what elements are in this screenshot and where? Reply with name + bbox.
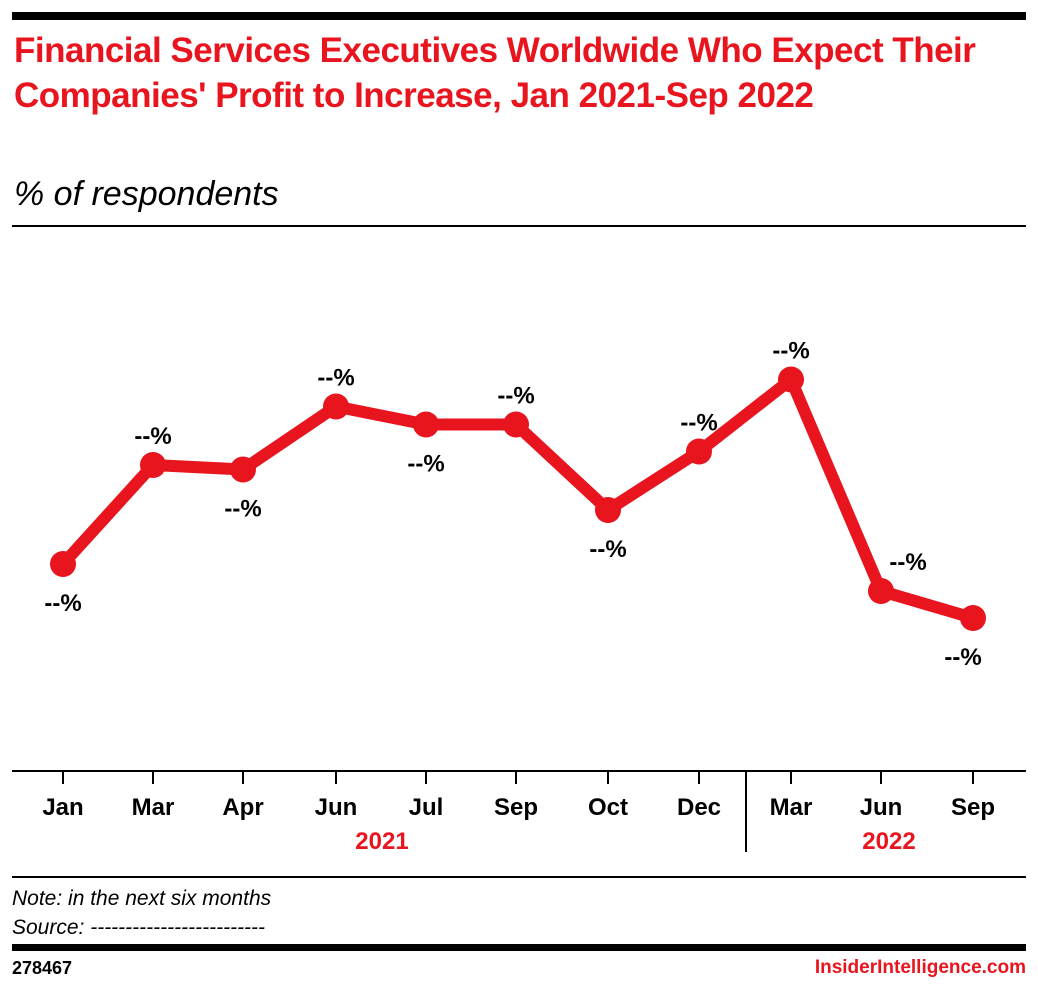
data-label: --% xyxy=(889,549,926,576)
data-label: --% xyxy=(317,365,354,392)
brand-link[interactable]: InsiderIntelligence.com xyxy=(814,957,1026,978)
data-label: --% xyxy=(497,383,534,410)
footer-divider xyxy=(12,876,1026,878)
x-tick-label: Jun xyxy=(860,794,903,821)
x-tick-label: Jul xyxy=(409,794,444,821)
data-point xyxy=(960,605,986,631)
note-text: Note: in the next six months xyxy=(12,887,272,910)
chart-id: 278467 xyxy=(12,958,73,978)
data-label: --% xyxy=(224,496,261,523)
x-tick-label: Sep xyxy=(951,794,995,821)
data-point xyxy=(230,456,256,483)
data-label: --% xyxy=(407,451,444,478)
x-tick-label: Oct xyxy=(588,794,628,821)
x-tick-label: Mar xyxy=(132,794,175,821)
data-label: --% xyxy=(589,536,626,563)
year-group-label: 2022 xyxy=(862,828,915,855)
data-point xyxy=(140,452,166,478)
data-point xyxy=(413,411,439,438)
year-group-label: 2021 xyxy=(355,828,408,855)
chart-subtitle: % of respondents xyxy=(14,175,279,213)
data-point xyxy=(323,393,349,420)
footer-bar xyxy=(12,944,1026,951)
data-point xyxy=(686,438,712,465)
x-tick-label: Apr xyxy=(222,794,263,821)
top-bar xyxy=(12,12,1026,20)
x-tick-label: Jun xyxy=(315,794,358,821)
x-tick-label: Mar xyxy=(770,794,813,821)
x-tick-label: Jan xyxy=(42,794,83,821)
x-tick-label: Sep xyxy=(494,794,538,821)
chart-title: Financial Services Executives Worldwide … xyxy=(14,31,976,115)
data-label: --% xyxy=(134,423,171,450)
data-point xyxy=(595,497,621,523)
data-label: --% xyxy=(44,590,81,617)
data-label: --% xyxy=(772,338,809,365)
data-label: --% xyxy=(944,644,981,671)
source-text: Source: ------------------------- xyxy=(12,916,266,939)
data-point xyxy=(503,411,529,438)
data-point xyxy=(778,366,804,393)
data-point xyxy=(868,578,894,604)
data-point xyxy=(50,551,76,577)
data-label: --% xyxy=(680,410,717,437)
header-divider xyxy=(12,225,1026,227)
x-tick-label: Dec xyxy=(677,794,721,821)
notes: Note: in the next six months Source: ---… xyxy=(12,884,271,942)
